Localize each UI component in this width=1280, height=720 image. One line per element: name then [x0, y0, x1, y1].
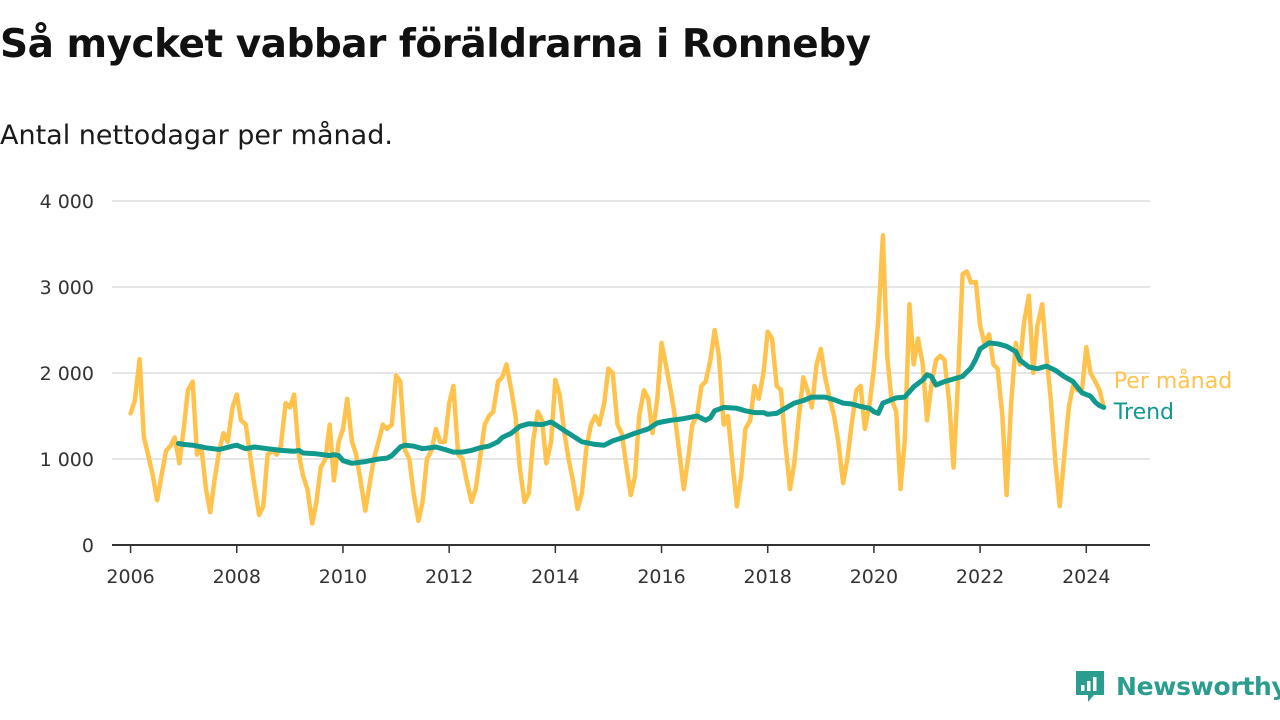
y-tick-label: 1 000: [40, 449, 94, 471]
x-tick-label: 2018: [744, 566, 792, 588]
series-line-trend: [175, 340, 1107, 466]
newsworthy-icon: [1076, 671, 1104, 702]
x-tick-label: 2022: [956, 566, 1004, 588]
x-tick-label: 2010: [319, 566, 367, 588]
y-tick-label: 4 000: [40, 191, 94, 213]
y-tick-label: 3 000: [40, 277, 94, 299]
y-axis-labels: 0 1 000 2 000 3 000 4 000: [40, 191, 94, 557]
x-tick-label: 2016: [637, 566, 685, 588]
chart-subtitle: Antal nettodagar per månad.: [0, 120, 393, 151]
series-line-per-manad: [128, 233, 1107, 526]
gridlines: [112, 200, 1150, 460]
y-tick-label: 0: [82, 535, 94, 557]
x-tick-label: 2012: [425, 566, 473, 588]
x-tick-label: 2008: [213, 566, 261, 588]
chart-title: Så mycket vabbar föräldrarna i Ronneby: [0, 22, 871, 67]
x-tick-label: 2024: [1062, 566, 1110, 588]
y-tick-label: 2 000: [40, 363, 94, 385]
x-tick-label: 2014: [531, 566, 579, 588]
brand-logo: Newsworthy: [1072, 666, 1280, 706]
x-axis: 2006 2008 2010 2012 2014 2016 2018 2020 2022 2024: [106, 544, 1150, 588]
legend-label-trend: Trend: [1113, 400, 1174, 425]
x-tick-label: 2006: [106, 566, 154, 588]
x-tick-label: 2020: [850, 566, 898, 588]
brand-name: Newsworthy: [1116, 671, 1280, 701]
legend-label-per-manad: Per månad: [1114, 368, 1232, 394]
legend: Per månad Trend: [1113, 368, 1232, 425]
series-layer: [128, 233, 1107, 526]
